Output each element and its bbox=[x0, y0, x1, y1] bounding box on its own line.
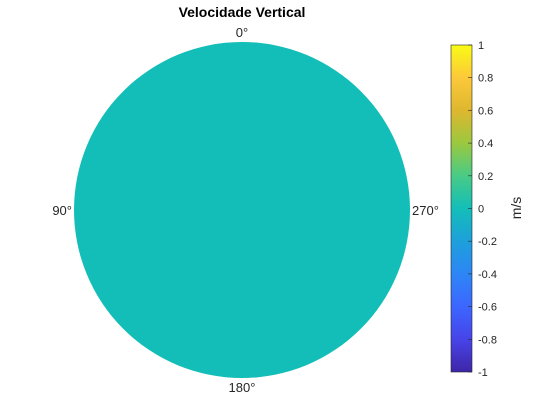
colorbar-ticks: -1 -0.8 -0.6 -0.4 -0.2 0 0.2 0.4 0.6 0.8 1 bbox=[468, 40, 497, 379]
colorbar-tick-label: 0 bbox=[478, 204, 484, 216]
colorbar-tick-label: -0.4 bbox=[478, 269, 497, 281]
colorbar-tick-label: -0.8 bbox=[478, 334, 497, 346]
colorbar-tick-label: 0.6 bbox=[478, 105, 493, 117]
angle-label-180: 180° bbox=[229, 380, 256, 395]
colorbar-tick-label: -1 bbox=[478, 367, 488, 379]
velocity-field-disk bbox=[74, 42, 410, 378]
colorbar-tick-label: 0.2 bbox=[478, 171, 493, 183]
colorbar-tick-label: 0.8 bbox=[478, 73, 493, 85]
colorbar-tick-label: -0.6 bbox=[478, 302, 497, 314]
colorbar-tick-label: -0.2 bbox=[478, 236, 497, 248]
angle-label-0: 0° bbox=[236, 25, 248, 40]
colorbar-unit-label: m/s bbox=[508, 197, 524, 220]
angle-label-270: 270° bbox=[412, 203, 439, 218]
chart-title: Velocidade Vertical bbox=[179, 4, 306, 20]
angle-label-90: 90° bbox=[52, 203, 72, 218]
colorbar-tick-label: 0.4 bbox=[478, 138, 493, 150]
colorbar-tick-label: 1 bbox=[478, 40, 484, 52]
